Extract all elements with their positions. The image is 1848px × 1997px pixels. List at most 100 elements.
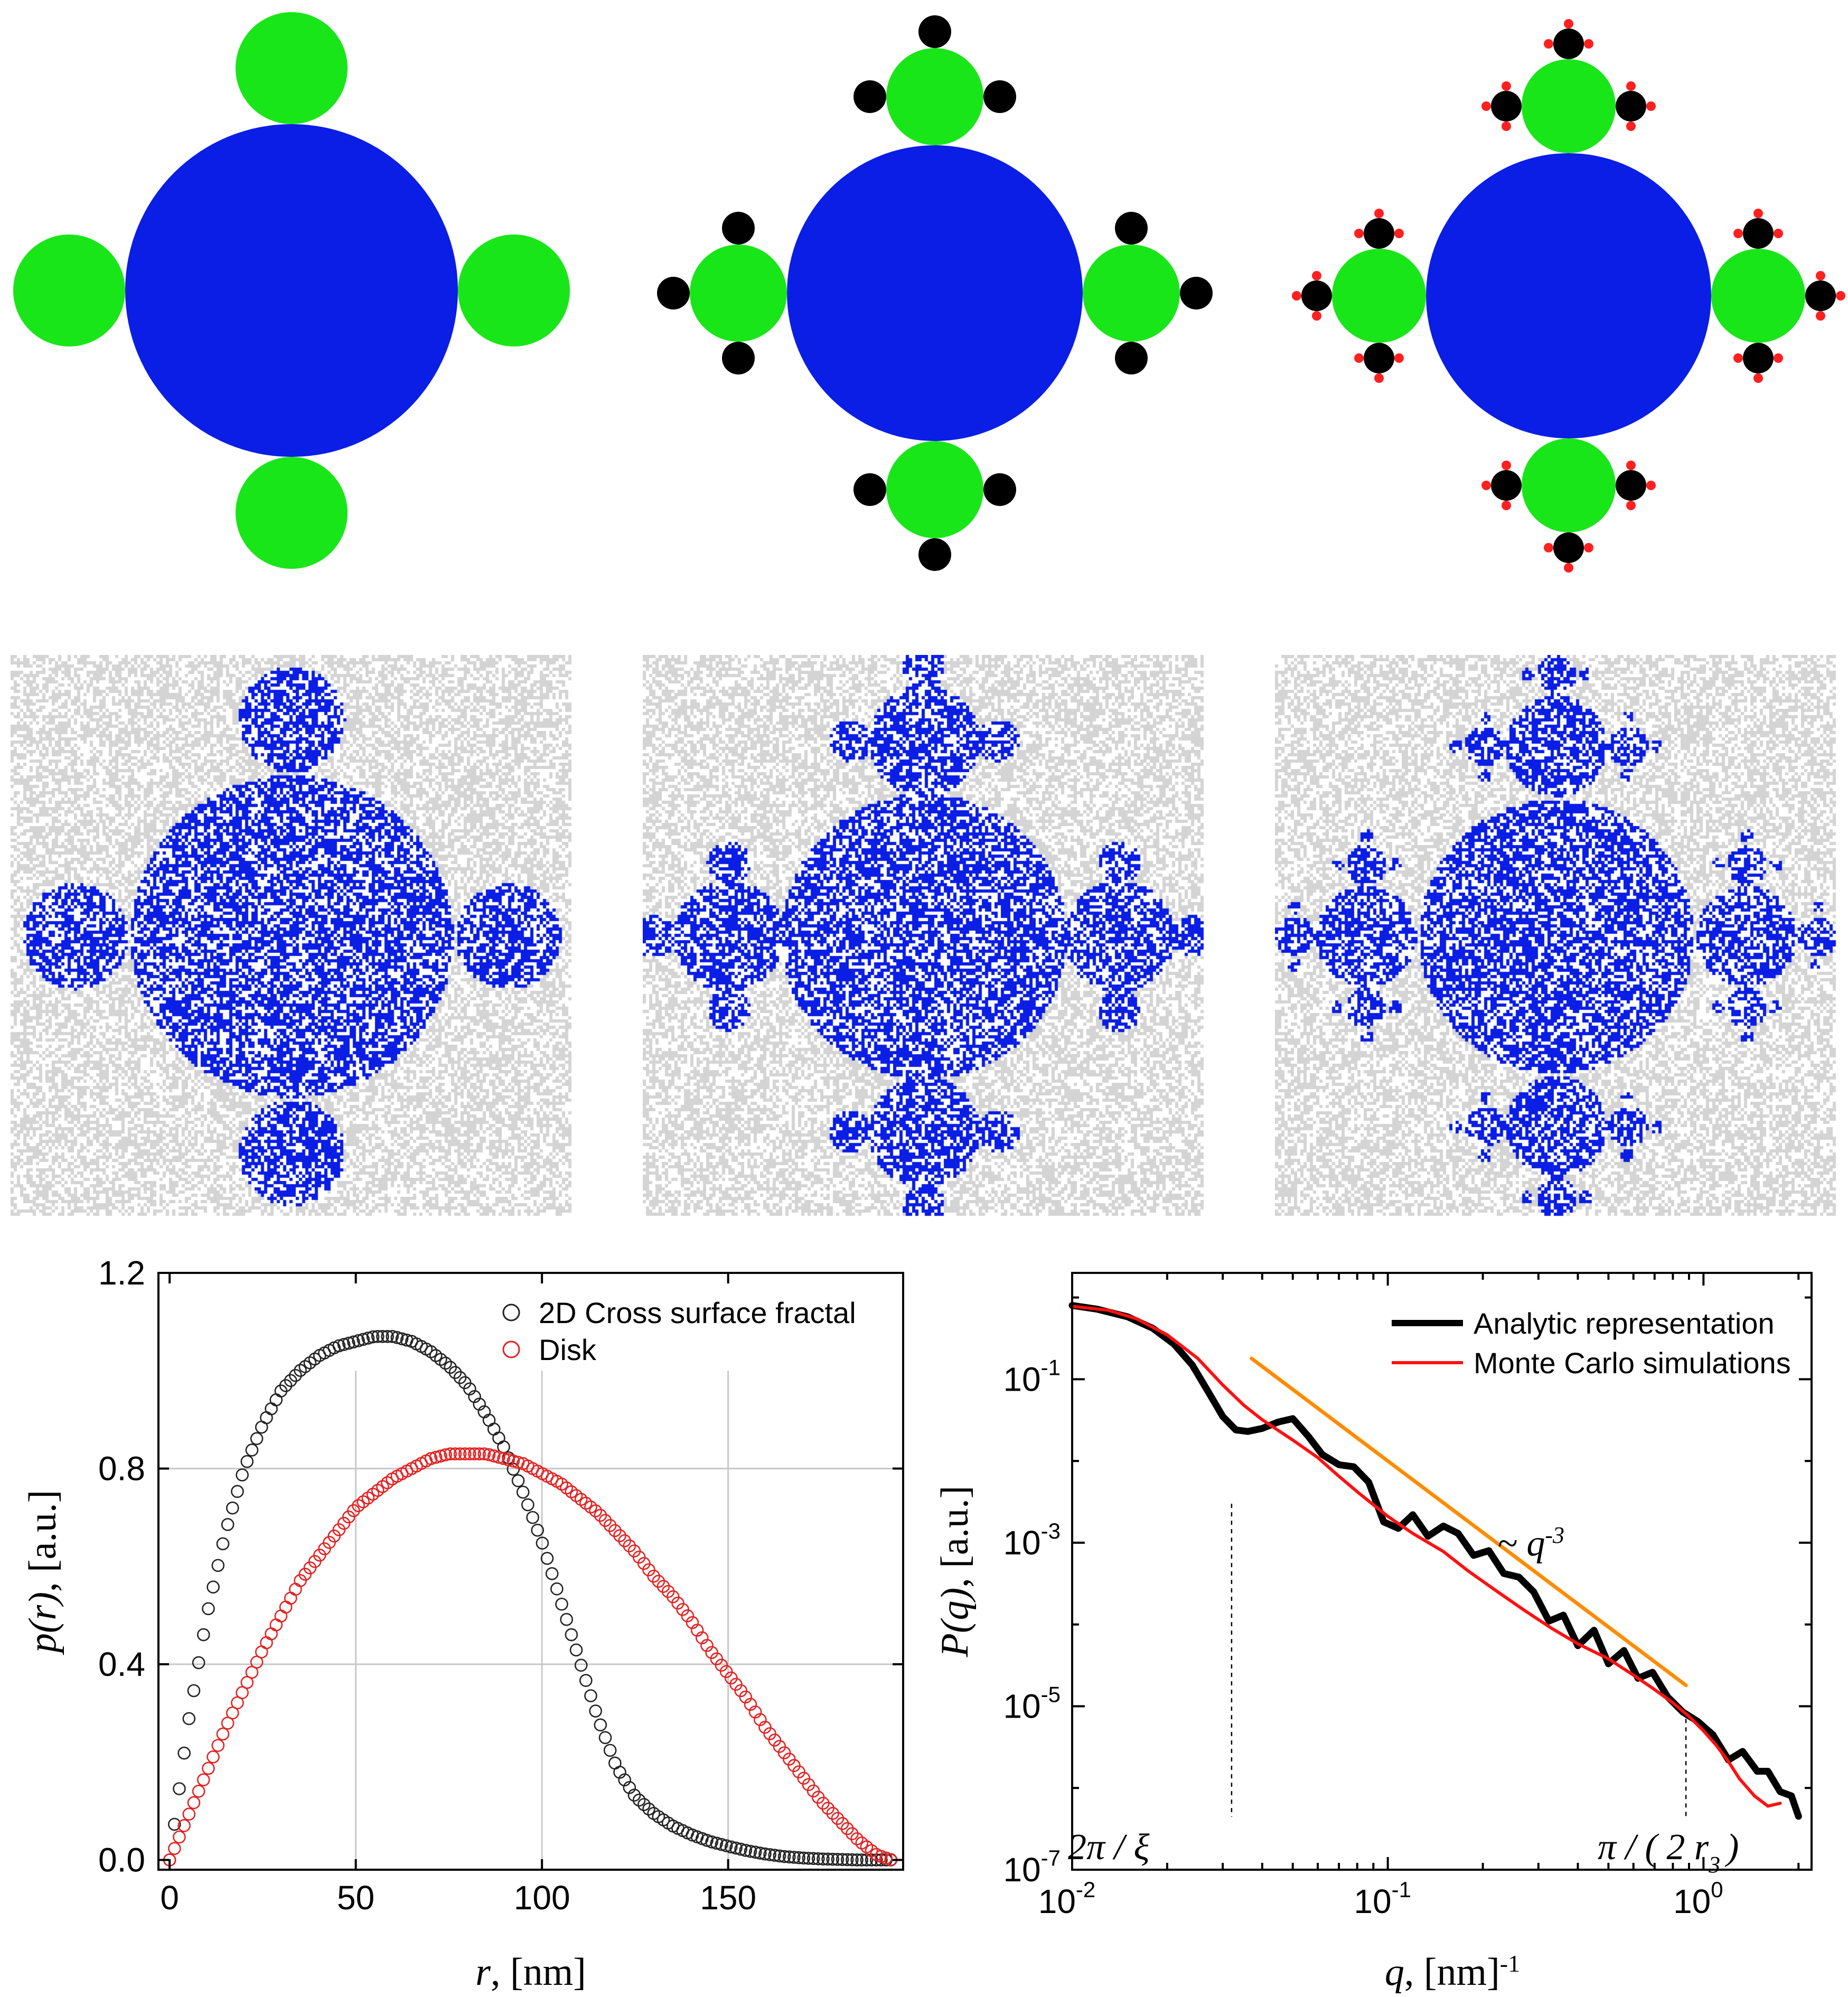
data-point [226, 1501, 239, 1515]
level2-disk [1115, 342, 1148, 374]
data-point [463, 1447, 476, 1461]
pq-plot-frame [1071, 1272, 1813, 1871]
level2-disk [1553, 29, 1584, 59]
level3-disk [1836, 291, 1845, 301]
data-point [236, 1468, 249, 1482]
data-point [589, 1504, 602, 1517]
xi-annotation: 2π / ξ [1068, 1827, 1150, 1868]
level2-disk [1180, 277, 1213, 310]
data-point [332, 1339, 346, 1353]
data-point [497, 1452, 510, 1465]
data-point [637, 1798, 651, 1811]
level3-disk [1816, 271, 1825, 280]
data-point [386, 1330, 399, 1343]
data-point [632, 1793, 646, 1807]
data-point [748, 1845, 762, 1859]
data-point [584, 1689, 597, 1702]
level3-disk [1374, 209, 1384, 218]
level1-disk [13, 235, 125, 346]
level3-disk [1481, 101, 1491, 111]
data-point [453, 1447, 467, 1461]
data-point [734, 1842, 747, 1856]
data-point [598, 1731, 612, 1745]
level1-disk [1332, 249, 1426, 343]
data-point [492, 1450, 505, 1464]
data-point [221, 1717, 234, 1730]
level3-disk [1626, 501, 1636, 510]
data-point [787, 1851, 801, 1864]
data-point [806, 1852, 820, 1865]
legend-label-cross: 2D Cross surface fractal [539, 1296, 856, 1329]
data-point [250, 1432, 264, 1446]
data-point [207, 1750, 220, 1764]
data-point [817, 1852, 830, 1866]
data-point [439, 1448, 452, 1461]
data-point [192, 1656, 205, 1670]
level3-disk [1626, 81, 1636, 91]
core-disk [787, 145, 1083, 441]
data-point [492, 1431, 505, 1445]
data-point [521, 1498, 534, 1512]
level2-disk [1491, 91, 1522, 121]
fractal-panel-1 [13, 12, 570, 569]
data-point [574, 1658, 588, 1672]
data-point [245, 1665, 259, 1679]
data-point [168, 1817, 181, 1831]
level3-disk [1646, 101, 1656, 111]
monte-carlo-image-3 [1275, 655, 1838, 1218]
data-point [231, 1696, 244, 1710]
level2-disk [1616, 91, 1646, 121]
core-disk [1426, 153, 1711, 438]
level3-disk [1481, 481, 1491, 490]
data-point [705, 1835, 718, 1849]
data-point [821, 1852, 834, 1866]
pr-ytick-label: 0.0 [98, 1841, 145, 1879]
fractal-panel-3 [1292, 19, 1845, 573]
level3-disk [1733, 353, 1743, 363]
data-point [511, 1474, 525, 1487]
data-point [846, 1853, 859, 1867]
pq-ytick-label: 10-1 [1003, 1355, 1061, 1398]
level3-disk [1394, 229, 1404, 238]
data-point [347, 1335, 360, 1349]
level2-disk [1743, 218, 1774, 249]
level2-disk [983, 80, 1016, 113]
legend-marker-disk [502, 1340, 520, 1358]
pq-xtick-label: 10-2 [1038, 1877, 1096, 1920]
data-point [173, 1782, 186, 1795]
data-point [211, 1559, 225, 1572]
level2-disk [1805, 280, 1836, 311]
pr-legend: 2D Cross surface fractal Disk [502, 1296, 856, 1366]
data-point [744, 1844, 757, 1858]
data-point [840, 1853, 854, 1867]
data-point [536, 1536, 549, 1550]
data-point [182, 1712, 196, 1726]
data-point [284, 1591, 297, 1605]
data-point [589, 1704, 602, 1718]
monte-carlo-image-2 [643, 655, 1206, 1218]
level2-disk [918, 15, 951, 48]
data-point [439, 1356, 452, 1370]
data-point [719, 1839, 733, 1852]
data-point [424, 1452, 438, 1465]
data-point [710, 1836, 724, 1850]
level3-disk [1374, 373, 1384, 383]
pr-ytick-label: 0.8 [98, 1449, 145, 1487]
data-point [603, 1743, 617, 1757]
level3-disk [1502, 121, 1511, 131]
level3-disk [1544, 39, 1553, 49]
data-point [482, 1448, 496, 1461]
level3-disk [1354, 353, 1364, 363]
pq-ytick-label: 10-5 [1003, 1682, 1061, 1725]
data-point [729, 1841, 743, 1855]
level3-disk [1502, 501, 1511, 510]
level3-disk [1394, 353, 1404, 363]
slope-annotation: ~ q-3 [1497, 1522, 1564, 1564]
data-point [477, 1447, 491, 1461]
data-point [642, 1802, 655, 1816]
level3-disk [1626, 121, 1636, 131]
data-point [826, 1852, 840, 1866]
pq-guide-lines [1231, 1504, 1687, 1817]
data-point [260, 1411, 273, 1424]
pr-ylabel: p(r), [a.u.] [21, 1490, 64, 1655]
